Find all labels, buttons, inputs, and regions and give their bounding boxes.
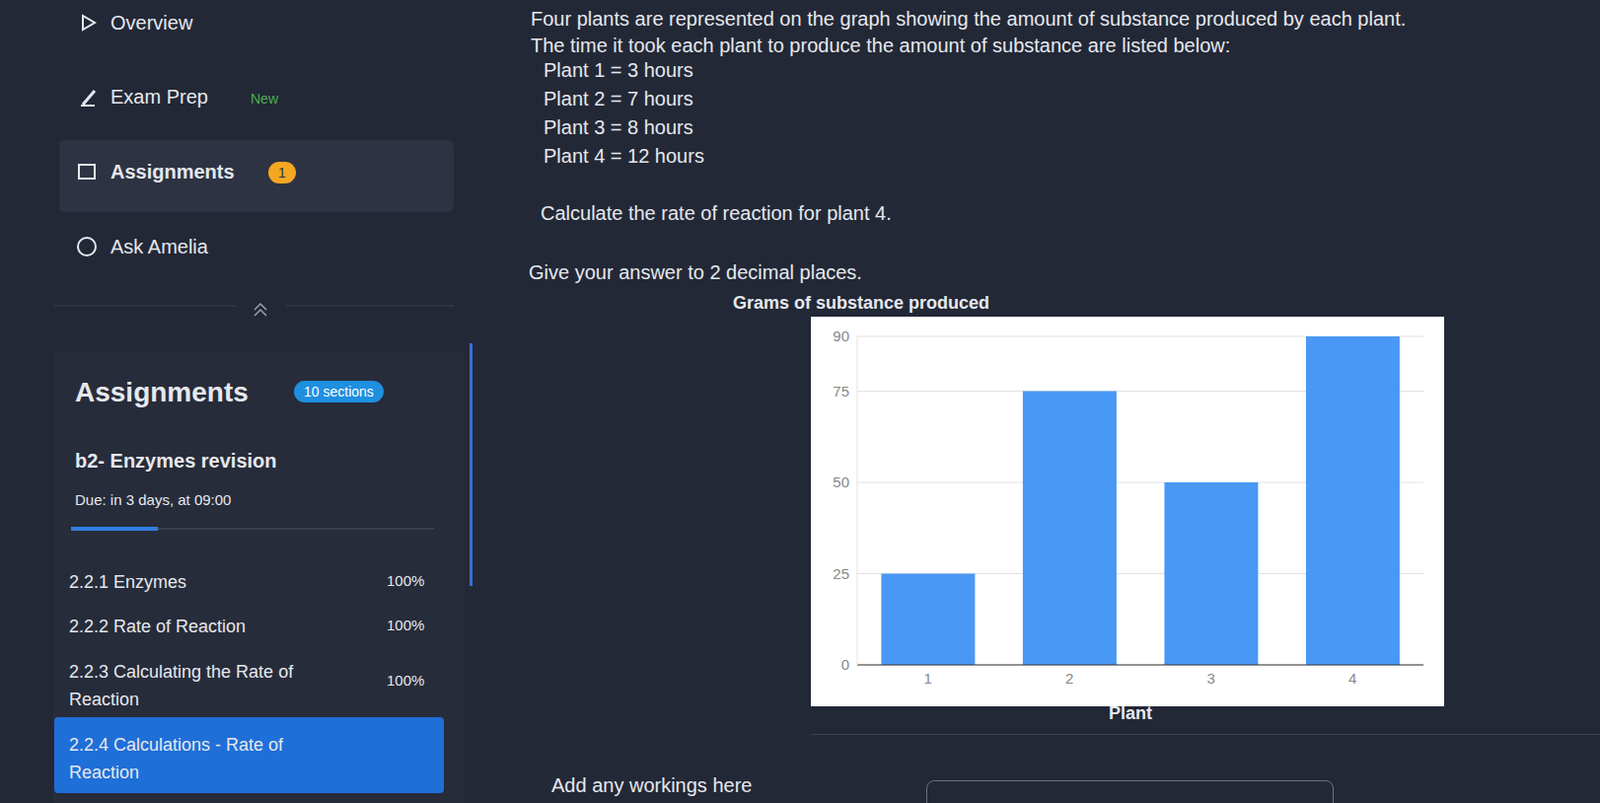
svg-text:90: 90	[832, 327, 850, 345]
html-text:Four plants are represented on: Four plants are represented on the graph…	[530, 7, 1406, 30]
svg-text:2: 2	[1065, 669, 1074, 687]
html-text:Grams of substance produced: Grams of substance produced	[732, 292, 990, 313]
html-text:Give your answer to 2 decimal: Give your answer to 2 decimal places.	[528, 261, 863, 284]
html-text:2.2.1 Enzymes: 2.2.1 Enzymes	[69, 572, 187, 592]
html-text:10 sections: 10 sections	[303, 383, 374, 400]
html-text:Exam Prep: Exam Prep	[110, 85, 209, 108]
html-text:100%: 100%	[386, 671, 425, 689]
html-text:Add any workings here: Add any workings here	[551, 774, 753, 797]
html-text:Due: in 3 days, at 09:00: Due: in 3 days, at 09:00	[74, 491, 232, 509]
svg-text:0: 0	[841, 655, 850, 673]
html-text:Plant 1 = 3 hours: Plant 1 = 3 hours	[543, 59, 694, 81]
html-text:Plant 2 = 7 hours: Plant 2 = 7 hours	[543, 87, 694, 110]
svg-text:25: 25	[832, 565, 850, 582]
svg-text:4: 4	[1348, 669, 1357, 687]
html-text:Calculate the rate of reaction: Calculate the rate of reaction for plant…	[540, 202, 892, 224]
html-text:Overview: Overview	[110, 11, 193, 34]
html-text:Ask Amelia: Ask Amelia	[110, 235, 209, 258]
html-text:2.2.3 Calculating the Rate of: 2.2.3 Calculating the Rate of Reaction	[69, 661, 294, 710]
svg-text:50: 50	[832, 473, 850, 491]
html-text:2.2.4 Calculations - Rate of R: 2.2.4 Calculations - Rate of Reaction	[69, 734, 284, 783]
html-text:1: 1	[278, 164, 286, 181]
html-text:Plant 3 = 8 hours: Plant 3 = 8 hours	[543, 116, 694, 139]
html-text:Assignments: Assignments	[74, 376, 249, 408]
html-text:100%: 100%	[386, 572, 425, 589]
html-text:Plant: Plant	[1108, 703, 1153, 724]
html-text:100%: 100%	[386, 616, 425, 634]
html-text:The time it took each plant to: The time it took each plant to produce t…	[530, 34, 1231, 57]
html-text:Plant 4 = 12 hours: Plant 4 = 12 hours	[543, 145, 705, 167]
html-text:b2- Enzymes revision: b2- Enzymes revision	[74, 449, 277, 472]
svg-text:1: 1	[924, 669, 933, 687]
html-text:Assignments: Assignments	[110, 160, 235, 183]
html-text:New: New	[250, 90, 279, 107]
svg-text:3: 3	[1207, 669, 1216, 687]
html-text:2.2.2 Rate of Reaction: 2.2.2 Rate of Reaction	[69, 616, 246, 637]
svg-text:75: 75	[832, 382, 850, 400]
